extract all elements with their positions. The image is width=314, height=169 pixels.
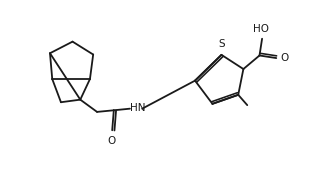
Text: O: O (281, 53, 289, 63)
Text: O: O (107, 136, 116, 146)
Text: S: S (219, 39, 225, 49)
Text: HN: HN (130, 103, 146, 113)
Text: HO: HO (253, 24, 269, 34)
